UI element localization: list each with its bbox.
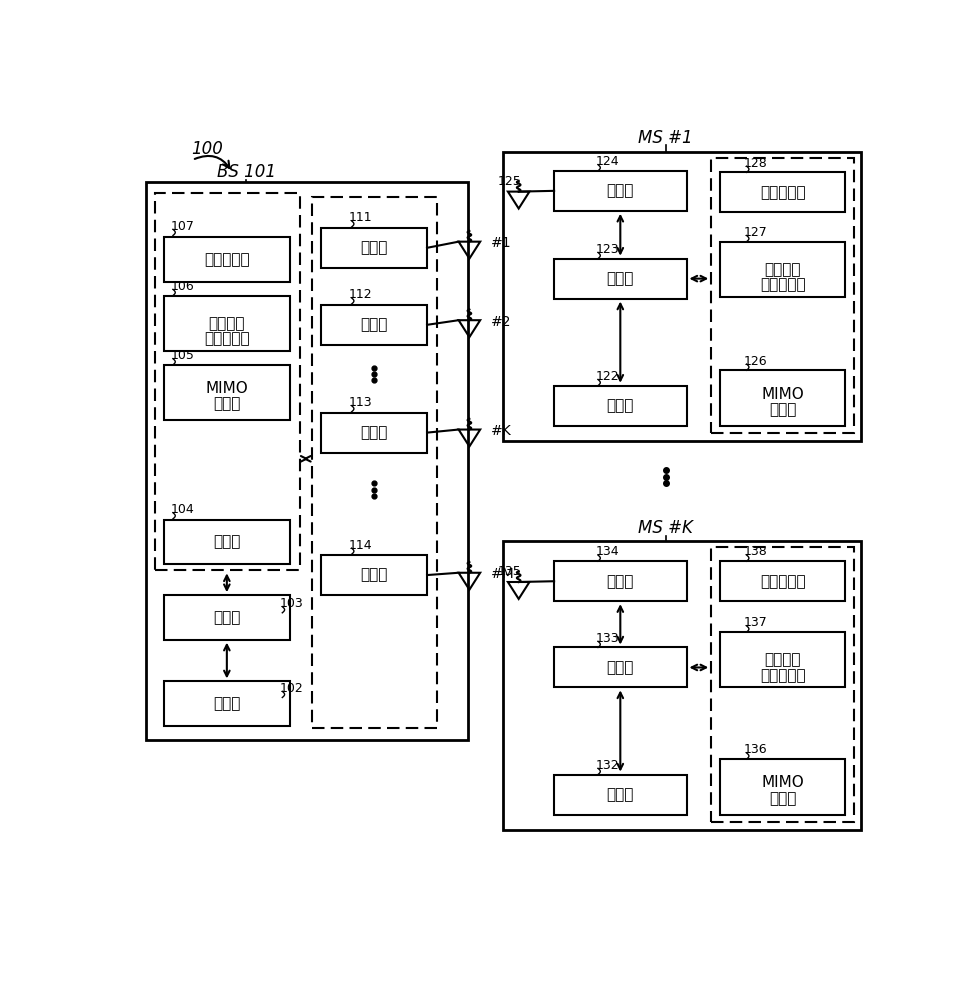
Text: 123: 123 xyxy=(595,243,619,256)
FancyBboxPatch shape xyxy=(165,595,290,640)
FancyBboxPatch shape xyxy=(554,171,686,211)
Text: 107: 107 xyxy=(170,220,194,233)
FancyBboxPatch shape xyxy=(504,541,861,830)
FancyBboxPatch shape xyxy=(554,647,686,687)
Text: #1: #1 xyxy=(491,236,511,250)
Text: 信道估计器: 信道估计器 xyxy=(760,185,805,200)
Text: #2: #2 xyxy=(491,315,511,329)
Text: 122: 122 xyxy=(595,370,619,383)
Text: 114: 114 xyxy=(349,539,373,552)
FancyBboxPatch shape xyxy=(720,561,845,601)
Text: 收发器: 收发器 xyxy=(360,425,387,440)
Text: 收发器: 收发器 xyxy=(360,240,387,255)
Text: 103: 103 xyxy=(280,597,304,610)
Text: #K: #K xyxy=(491,424,511,438)
Text: 105: 105 xyxy=(170,349,194,362)
Text: MS #1: MS #1 xyxy=(638,129,693,147)
Text: 信道估计器: 信道估计器 xyxy=(204,252,250,267)
FancyBboxPatch shape xyxy=(720,370,845,426)
Text: 133: 133 xyxy=(595,632,619,645)
Text: 存储器: 存储器 xyxy=(607,398,634,413)
FancyBboxPatch shape xyxy=(720,632,845,687)
FancyBboxPatch shape xyxy=(554,561,686,601)
Text: 编码器: 编码器 xyxy=(769,402,796,417)
Text: MIMO: MIMO xyxy=(761,387,804,402)
FancyBboxPatch shape xyxy=(720,759,845,815)
Text: 132: 132 xyxy=(595,759,619,772)
Text: 125: 125 xyxy=(498,175,521,188)
FancyBboxPatch shape xyxy=(554,774,686,815)
Text: MS #K: MS #K xyxy=(638,519,693,537)
Text: 137: 137 xyxy=(744,616,768,629)
Text: 138: 138 xyxy=(744,545,768,558)
Text: 104: 104 xyxy=(171,503,194,516)
FancyBboxPatch shape xyxy=(165,237,290,282)
Text: 预编码器: 预编码器 xyxy=(764,652,801,667)
Text: 预编码器: 预编码器 xyxy=(209,316,245,331)
FancyBboxPatch shape xyxy=(146,182,468,740)
Text: 收发器: 收发器 xyxy=(607,183,634,198)
Text: 134: 134 xyxy=(595,545,619,558)
Text: 波束赋形器: 波束赋形器 xyxy=(760,668,805,683)
FancyArrowPatch shape xyxy=(195,156,229,168)
Text: 处理器: 处理器 xyxy=(213,610,240,625)
Text: 113: 113 xyxy=(349,396,373,409)
FancyBboxPatch shape xyxy=(321,228,427,268)
Text: 136: 136 xyxy=(744,743,768,756)
FancyBboxPatch shape xyxy=(712,547,854,822)
FancyBboxPatch shape xyxy=(712,158,854,433)
FancyBboxPatch shape xyxy=(311,197,437,728)
Text: 波束赋形器: 波束赋形器 xyxy=(760,277,805,292)
FancyBboxPatch shape xyxy=(720,172,845,212)
Text: 编码器: 编码器 xyxy=(213,397,240,412)
Text: 信道估计器: 信道估计器 xyxy=(760,574,805,589)
FancyBboxPatch shape xyxy=(321,305,427,345)
FancyBboxPatch shape xyxy=(165,365,290,420)
Text: 135: 135 xyxy=(498,565,521,578)
Text: BS 101: BS 101 xyxy=(217,163,275,181)
Text: 收发器: 收发器 xyxy=(360,568,387,583)
FancyBboxPatch shape xyxy=(554,386,686,426)
Text: 处理器: 处理器 xyxy=(607,660,634,675)
Text: 预编码器: 预编码器 xyxy=(764,262,801,277)
Text: 127: 127 xyxy=(744,226,768,239)
Text: 处理器: 处理器 xyxy=(607,271,634,286)
Text: 128: 128 xyxy=(744,157,768,170)
FancyBboxPatch shape xyxy=(554,259,686,299)
FancyBboxPatch shape xyxy=(165,296,290,351)
FancyBboxPatch shape xyxy=(321,555,427,595)
Text: 100: 100 xyxy=(191,140,224,158)
Text: 存储器: 存储器 xyxy=(213,696,240,711)
FancyBboxPatch shape xyxy=(155,193,300,570)
FancyBboxPatch shape xyxy=(321,413,427,453)
Text: 124: 124 xyxy=(595,155,619,168)
Text: 收发器: 收发器 xyxy=(607,574,634,589)
FancyBboxPatch shape xyxy=(720,242,845,297)
Text: 102: 102 xyxy=(280,682,304,695)
FancyBboxPatch shape xyxy=(165,520,290,564)
FancyBboxPatch shape xyxy=(504,152,861,441)
Text: 调度器: 调度器 xyxy=(213,534,240,549)
FancyBboxPatch shape xyxy=(165,681,290,726)
Text: 111: 111 xyxy=(349,211,373,224)
Text: 106: 106 xyxy=(171,280,194,293)
Text: 112: 112 xyxy=(349,288,373,301)
Text: 存储器: 存储器 xyxy=(607,787,634,802)
Text: 126: 126 xyxy=(744,355,768,368)
Text: MIMO: MIMO xyxy=(761,775,804,790)
Text: #M: #M xyxy=(491,567,514,581)
Text: 波束赋形器: 波束赋形器 xyxy=(204,331,250,346)
Text: 收发器: 收发器 xyxy=(360,317,387,332)
Text: MIMO: MIMO xyxy=(206,381,248,396)
Text: 解码器: 解码器 xyxy=(769,791,796,806)
